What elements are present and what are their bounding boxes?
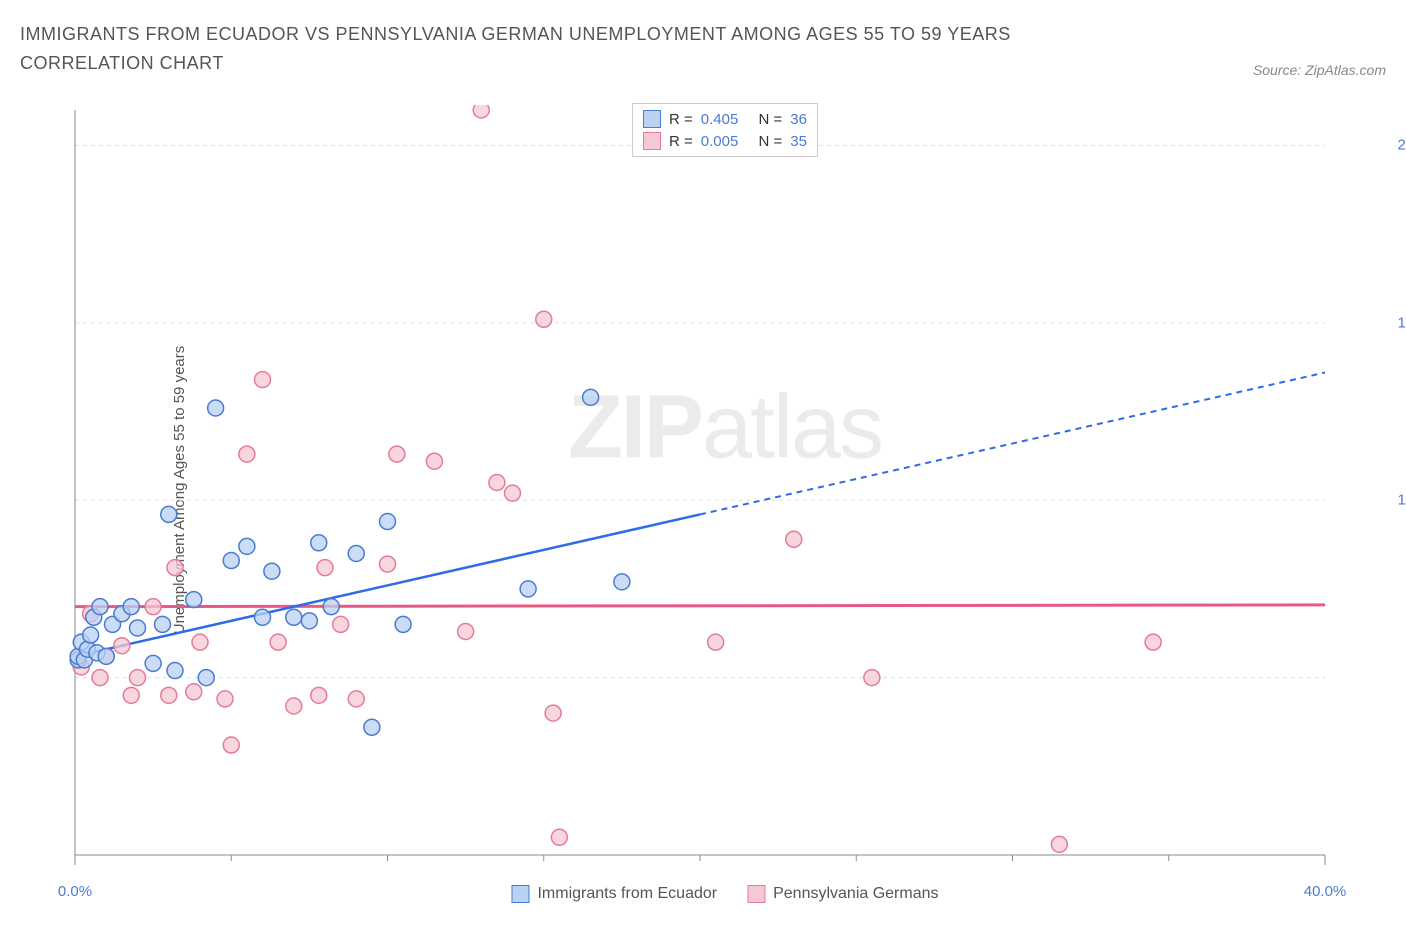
legend-swatch bbox=[747, 885, 765, 903]
y-tick-label: 10.0% bbox=[1397, 492, 1406, 509]
legend-stats: R = 0.405 N = 36 R = 0.005 N = 35 bbox=[632, 103, 818, 157]
legend-item: Immigrants from Ecuador bbox=[511, 885, 717, 903]
legend-label: Immigrants from Ecuador bbox=[537, 885, 717, 903]
scatter-plot bbox=[65, 105, 1385, 875]
x-tick-label: 40.0% bbox=[1304, 883, 1347, 900]
chart-container: Unemployment Among Ages 55 to 59 years Z… bbox=[65, 105, 1385, 875]
legend-swatch bbox=[511, 885, 529, 903]
source-text: Source: ZipAtlas.com bbox=[1253, 62, 1386, 78]
legend-item: Pennsylvania Germans bbox=[747, 885, 938, 903]
swatch-series-2 bbox=[643, 132, 661, 150]
swatch-series-1 bbox=[643, 110, 661, 128]
chart-title: IMMIGRANTS FROM ECUADOR VS PENNSYLVANIA … bbox=[20, 20, 1120, 78]
y-tick-label: 20.0% bbox=[1397, 137, 1406, 154]
x-tick-label: 0.0% bbox=[58, 883, 92, 900]
bottom-legend: Immigrants from Ecuador Pennsylvania Germ… bbox=[511, 885, 938, 903]
legend-label: Pennsylvania Germans bbox=[773, 885, 938, 903]
y-tick-label: 15.0% bbox=[1397, 314, 1406, 331]
